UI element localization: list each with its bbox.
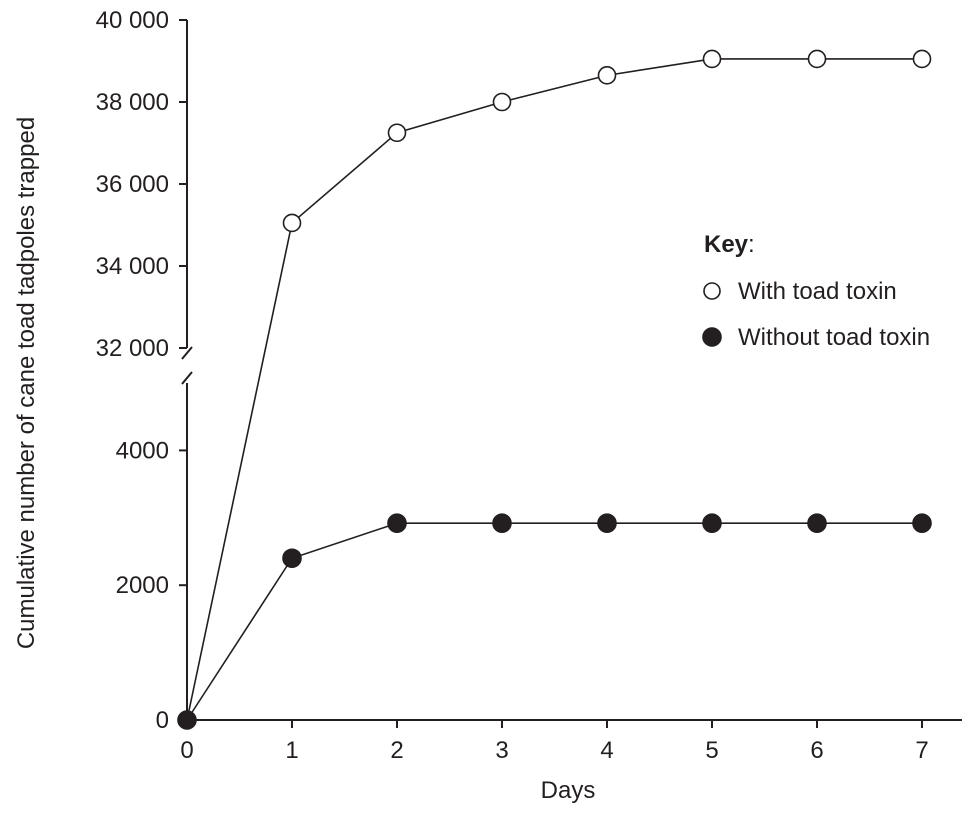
legend-label-without-toxin: Without toad toxin [738, 324, 930, 351]
x-tick-label: 5 [705, 737, 718, 764]
axis-break-mark-upper [181, 346, 193, 360]
x-tick-label: 7 [915, 737, 928, 764]
data-point-without-toxin [282, 548, 302, 569]
data-point-without-toxin [912, 513, 932, 533]
data-point-with-toxin [492, 92, 512, 112]
data-point-with-toxin [597, 66, 617, 85]
y-tick-label: 38 000 [96, 89, 169, 116]
x-tick-label: 3 [495, 737, 508, 764]
legend-title: Key: [704, 231, 755, 258]
series-line-with-toxin [186, 58, 922, 721]
series-line-without-toxin [186, 522, 922, 721]
y-tick-label: 32 000 [96, 335, 169, 362]
ticks: 0 1 2 3 4 5 6 7 0 2000 4000 32 000 34 000 36 000 38 00… [96, 7, 929, 764]
data-point-without-toxin [387, 513, 407, 533]
legend-title-key: Key [704, 231, 749, 258]
legend-label-with-toxin: With toad toxin [738, 278, 897, 305]
x-tick-label: 4 [600, 737, 613, 764]
y-tick-label: 4000 [116, 437, 169, 464]
data-point-without-toxin [807, 513, 827, 533]
y-tick-label: 40 000 [96, 7, 169, 34]
y-tick-label: 2000 [116, 572, 169, 599]
y-axis-title: Cumulative number of cane toad tadpoles … [13, 117, 40, 649]
series-lines [186, 58, 922, 721]
axes [181, 20, 962, 721]
data-point-with-toxin [387, 123, 407, 143]
x-axis-title: Days [541, 777, 596, 804]
axis-break-mark-lower [181, 371, 193, 385]
x-tick-label: 0 [180, 737, 193, 764]
data-point-without-toxin [702, 513, 722, 533]
data-point-without-toxin [177, 710, 197, 730]
data-point-with-toxin [702, 49, 722, 69]
x-tick-label: 2 [390, 737, 403, 764]
legend-marker-without-toxin [702, 327, 722, 347]
legend-marker-with-toxin [703, 282, 721, 300]
x-tick-label: 1 [285, 737, 298, 764]
legend-title-suffix: : [748, 231, 755, 258]
y-tick-label: 34 000 [96, 253, 169, 280]
data-point-without-toxin [492, 513, 512, 533]
data-point-without-toxin [597, 513, 617, 533]
legend: Key: With toad toxin Without toad toxin [702, 231, 930, 351]
data-point-with-toxin [807, 49, 827, 69]
data-point-with-toxin [912, 49, 932, 69]
y-tick-label: 0 [156, 707, 169, 734]
y-tick-label: 36 000 [96, 171, 169, 198]
series-points [177, 49, 932, 730]
data-point-with-toxin [282, 213, 302, 233]
x-tick-label: 6 [810, 737, 823, 764]
